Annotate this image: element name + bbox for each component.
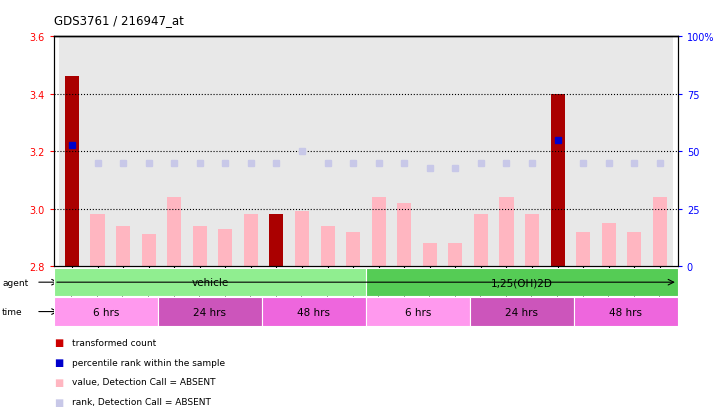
Bar: [494, 37, 519, 266]
Bar: [417, 37, 443, 266]
Bar: [443, 37, 468, 266]
Bar: [397, 203, 411, 266]
Bar: [602, 223, 616, 266]
Bar: [366, 37, 392, 266]
Bar: [59, 37, 85, 266]
Bar: [346, 232, 360, 266]
Bar: [366, 298, 470, 326]
Bar: [54, 298, 158, 326]
Bar: [141, 235, 156, 266]
Text: 1,25(OH)2D: 1,25(OH)2D: [491, 278, 553, 287]
Text: 48 hrs: 48 hrs: [298, 307, 330, 317]
Text: rank, Detection Call = ABSENT: rank, Detection Call = ABSENT: [72, 397, 211, 406]
Bar: [167, 198, 181, 266]
Text: 6 hrs: 6 hrs: [93, 307, 119, 317]
Bar: [187, 37, 213, 266]
Bar: [366, 268, 678, 297]
Bar: [448, 244, 462, 266]
Bar: [295, 212, 309, 266]
Bar: [289, 37, 315, 266]
Bar: [653, 198, 667, 266]
Bar: [525, 215, 539, 266]
Bar: [91, 215, 105, 266]
Text: 48 hrs: 48 hrs: [609, 307, 642, 317]
Bar: [213, 37, 238, 266]
Bar: [85, 37, 110, 266]
Bar: [321, 226, 335, 266]
Bar: [423, 244, 437, 266]
Bar: [622, 37, 647, 266]
Bar: [162, 37, 187, 266]
Bar: [218, 229, 232, 266]
Bar: [315, 37, 340, 266]
Bar: [158, 298, 262, 326]
Text: ■: ■: [54, 377, 63, 387]
Bar: [468, 37, 494, 266]
Bar: [500, 198, 513, 266]
Text: agent: agent: [2, 278, 28, 287]
Bar: [474, 215, 488, 266]
Bar: [270, 215, 283, 266]
Bar: [110, 37, 136, 266]
Bar: [116, 226, 130, 266]
Text: 6 hrs: 6 hrs: [404, 307, 431, 317]
Bar: [264, 37, 289, 266]
Bar: [570, 37, 596, 266]
Text: ■: ■: [54, 337, 63, 347]
Bar: [545, 37, 570, 266]
Bar: [340, 37, 366, 266]
Bar: [574, 298, 678, 326]
Bar: [238, 37, 264, 266]
Bar: [54, 268, 366, 297]
Text: 24 hrs: 24 hrs: [193, 307, 226, 317]
Bar: [519, 37, 545, 266]
Text: vehicle: vehicle: [191, 278, 229, 287]
Text: GDS3761 / 216947_at: GDS3761 / 216947_at: [54, 14, 184, 27]
Text: ■: ■: [54, 397, 63, 407]
Text: ■: ■: [54, 357, 63, 367]
Bar: [244, 215, 258, 266]
Bar: [65, 77, 79, 266]
Bar: [596, 37, 622, 266]
Bar: [371, 198, 386, 266]
Bar: [647, 37, 673, 266]
Bar: [576, 232, 590, 266]
Bar: [627, 232, 641, 266]
Bar: [392, 37, 417, 266]
Bar: [262, 298, 366, 326]
Bar: [136, 37, 162, 266]
Text: time: time: [2, 307, 23, 316]
Bar: [470, 298, 574, 326]
Text: value, Detection Call = ABSENT: value, Detection Call = ABSENT: [72, 377, 216, 387]
Bar: [551, 95, 565, 266]
Text: transformed count: transformed count: [72, 338, 156, 347]
Text: percentile rank within the sample: percentile rank within the sample: [72, 358, 225, 367]
Bar: [193, 226, 207, 266]
Text: 24 hrs: 24 hrs: [505, 307, 539, 317]
